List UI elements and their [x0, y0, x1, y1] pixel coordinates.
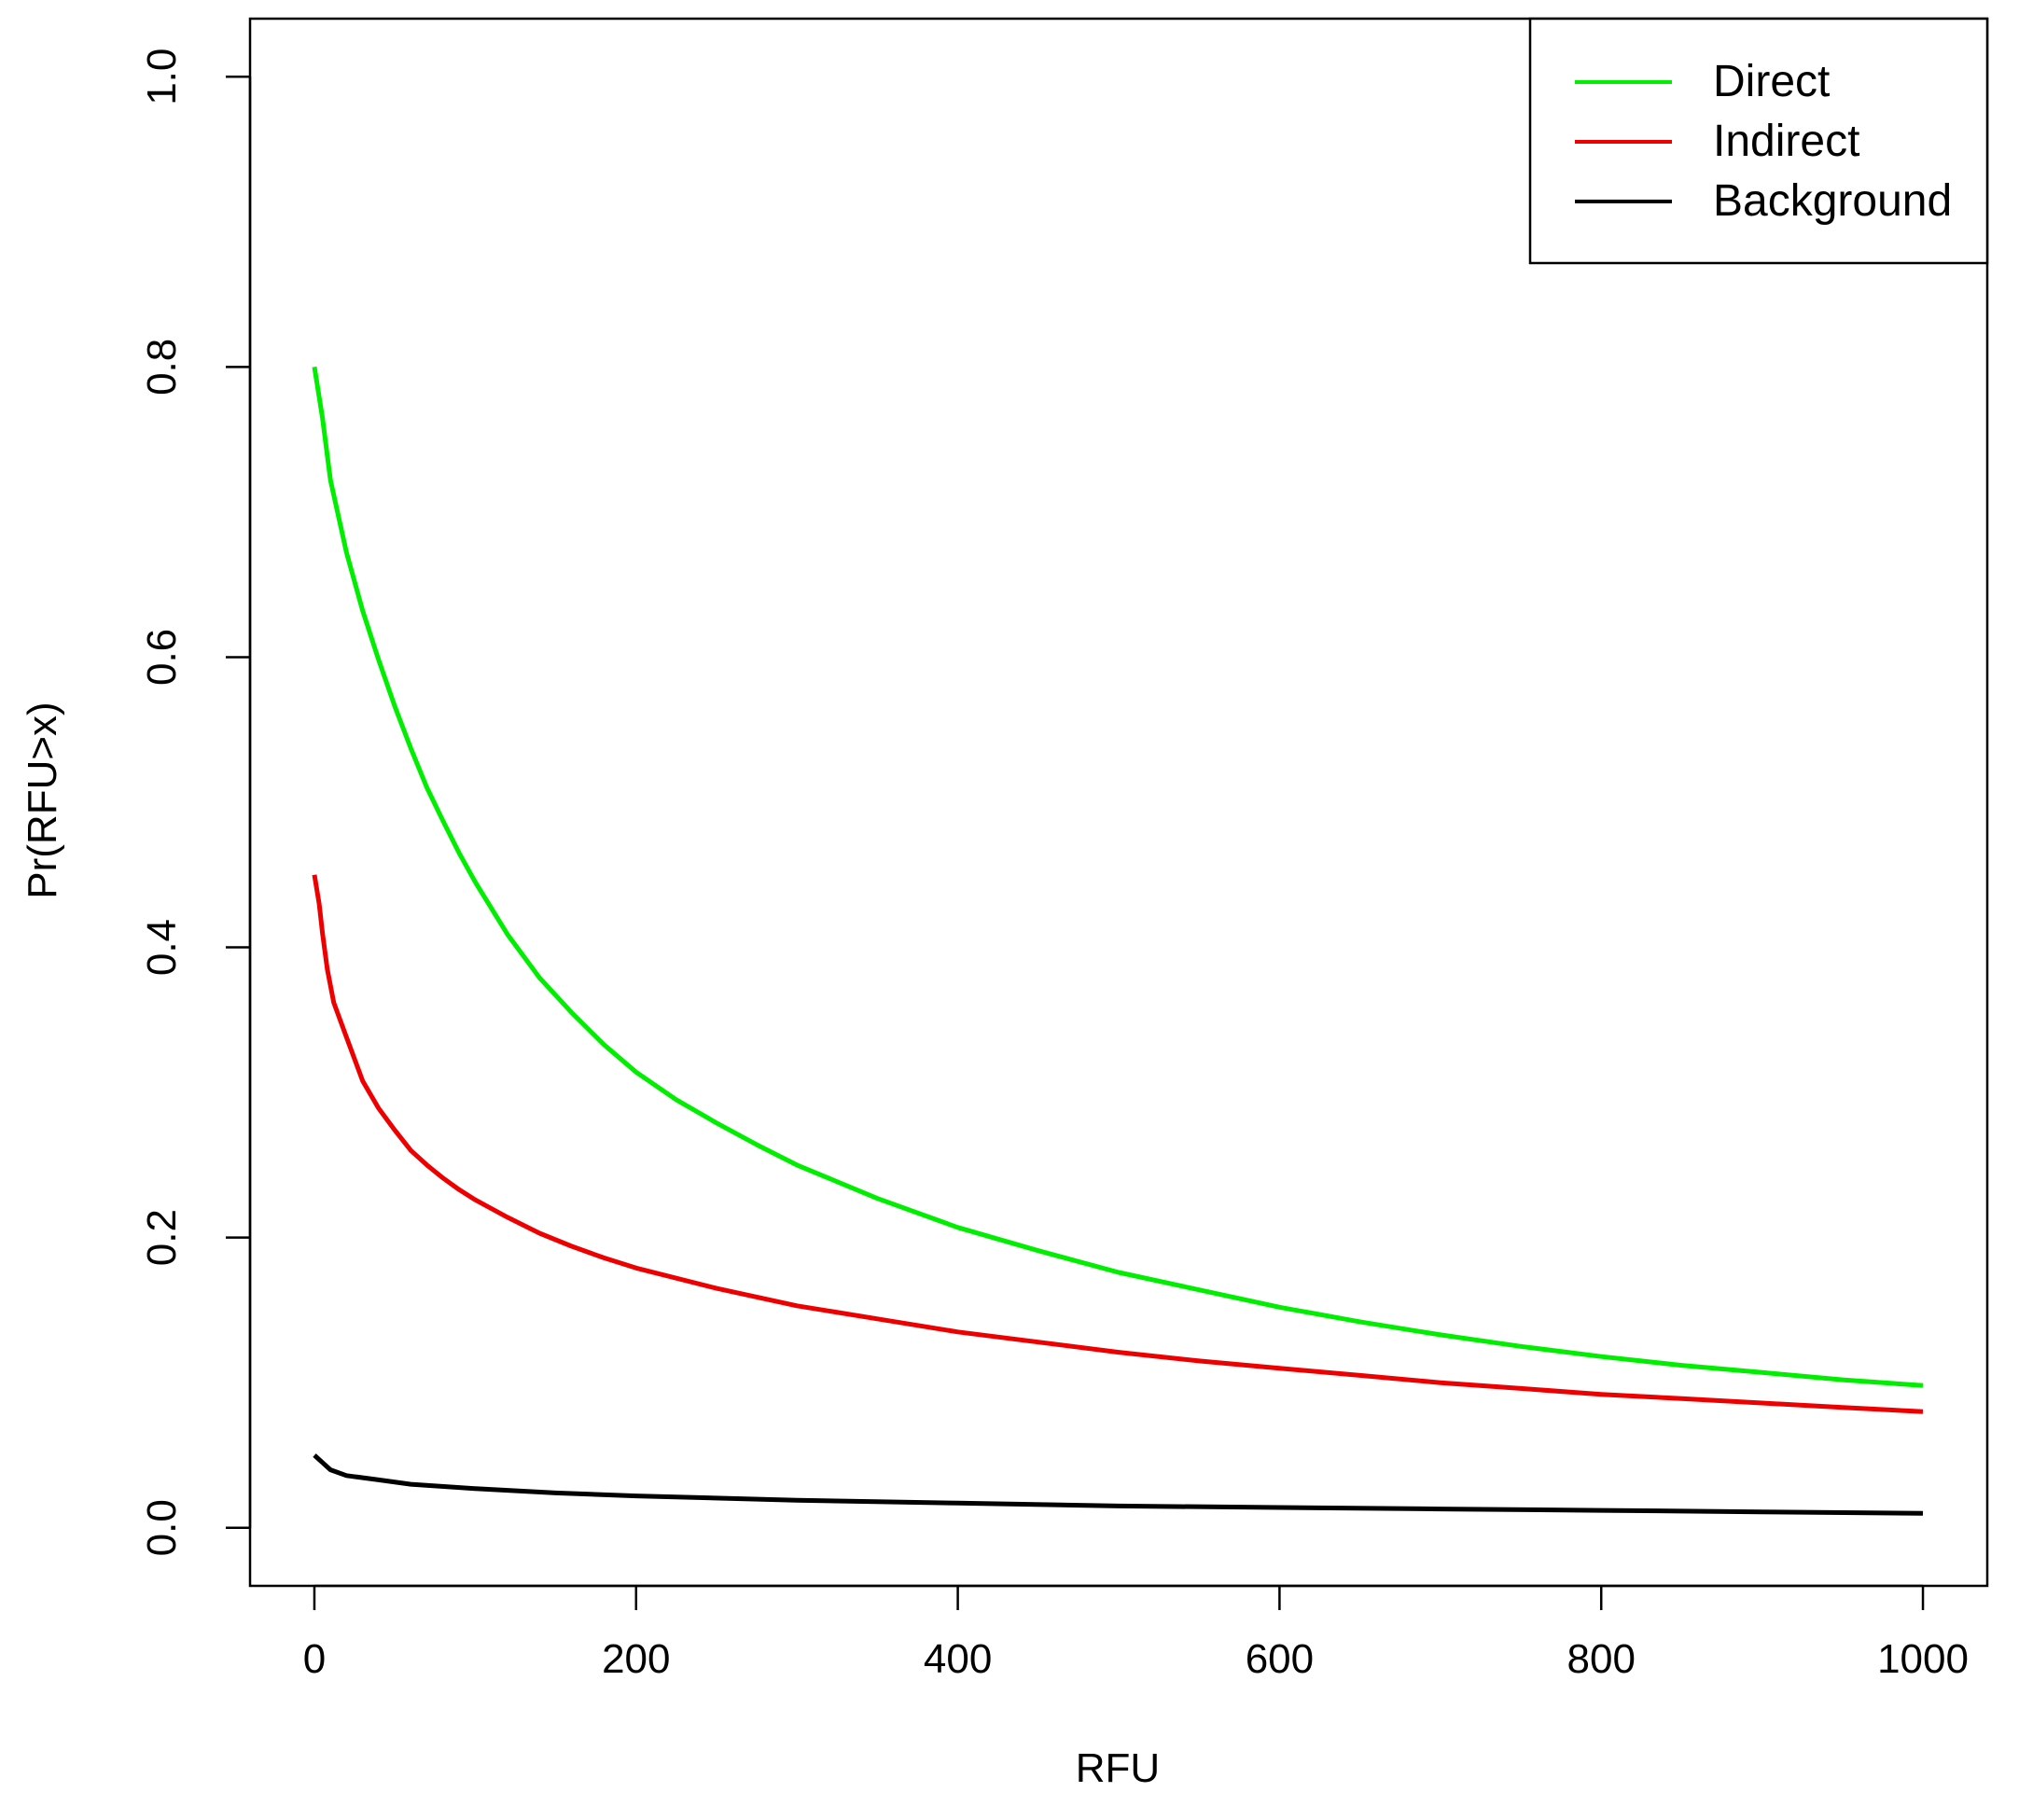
x-tick-label: 600 — [1246, 1636, 1314, 1682]
y-tick-label: 0.0 — [139, 1499, 185, 1556]
y-tick-label: 0.4 — [139, 919, 185, 976]
x-axis-title: RFU — [1076, 1745, 1160, 1791]
x-tick-label: 1000 — [1877, 1636, 1969, 1682]
series-line-indirect — [312, 874, 1924, 1414]
y-tick-label: 0.8 — [139, 339, 185, 396]
x-tick-label: 200 — [602, 1636, 670, 1682]
x-tick-label: 0 — [303, 1636, 326, 1682]
y-axis-title: Pr(RFU>x) — [20, 702, 65, 898]
axes: 0 200 400 600 800 1000 0.0 0.2 0.4 0.6 0.8 1.0 — [139, 49, 1969, 1682]
series-line-background — [313, 1453, 1924, 1516]
legend: Direct Indirect Background — [1528, 17, 1989, 265]
y-tick-label: 0.6 — [139, 629, 185, 686]
x-tick-label: 800 — [1567, 1636, 1636, 1682]
series-line-direct — [312, 366, 1924, 1388]
x-tick-label: 400 — [924, 1636, 992, 1682]
legend-label: Background — [1713, 176, 1952, 226]
series-layer — [312, 366, 1924, 1516]
y-tick-label: 0.2 — [139, 1209, 185, 1266]
y-tick-label: 1.0 — [139, 49, 185, 105]
legend-label: Direct — [1713, 57, 1830, 106]
legend-label: Indirect — [1713, 117, 1859, 166]
